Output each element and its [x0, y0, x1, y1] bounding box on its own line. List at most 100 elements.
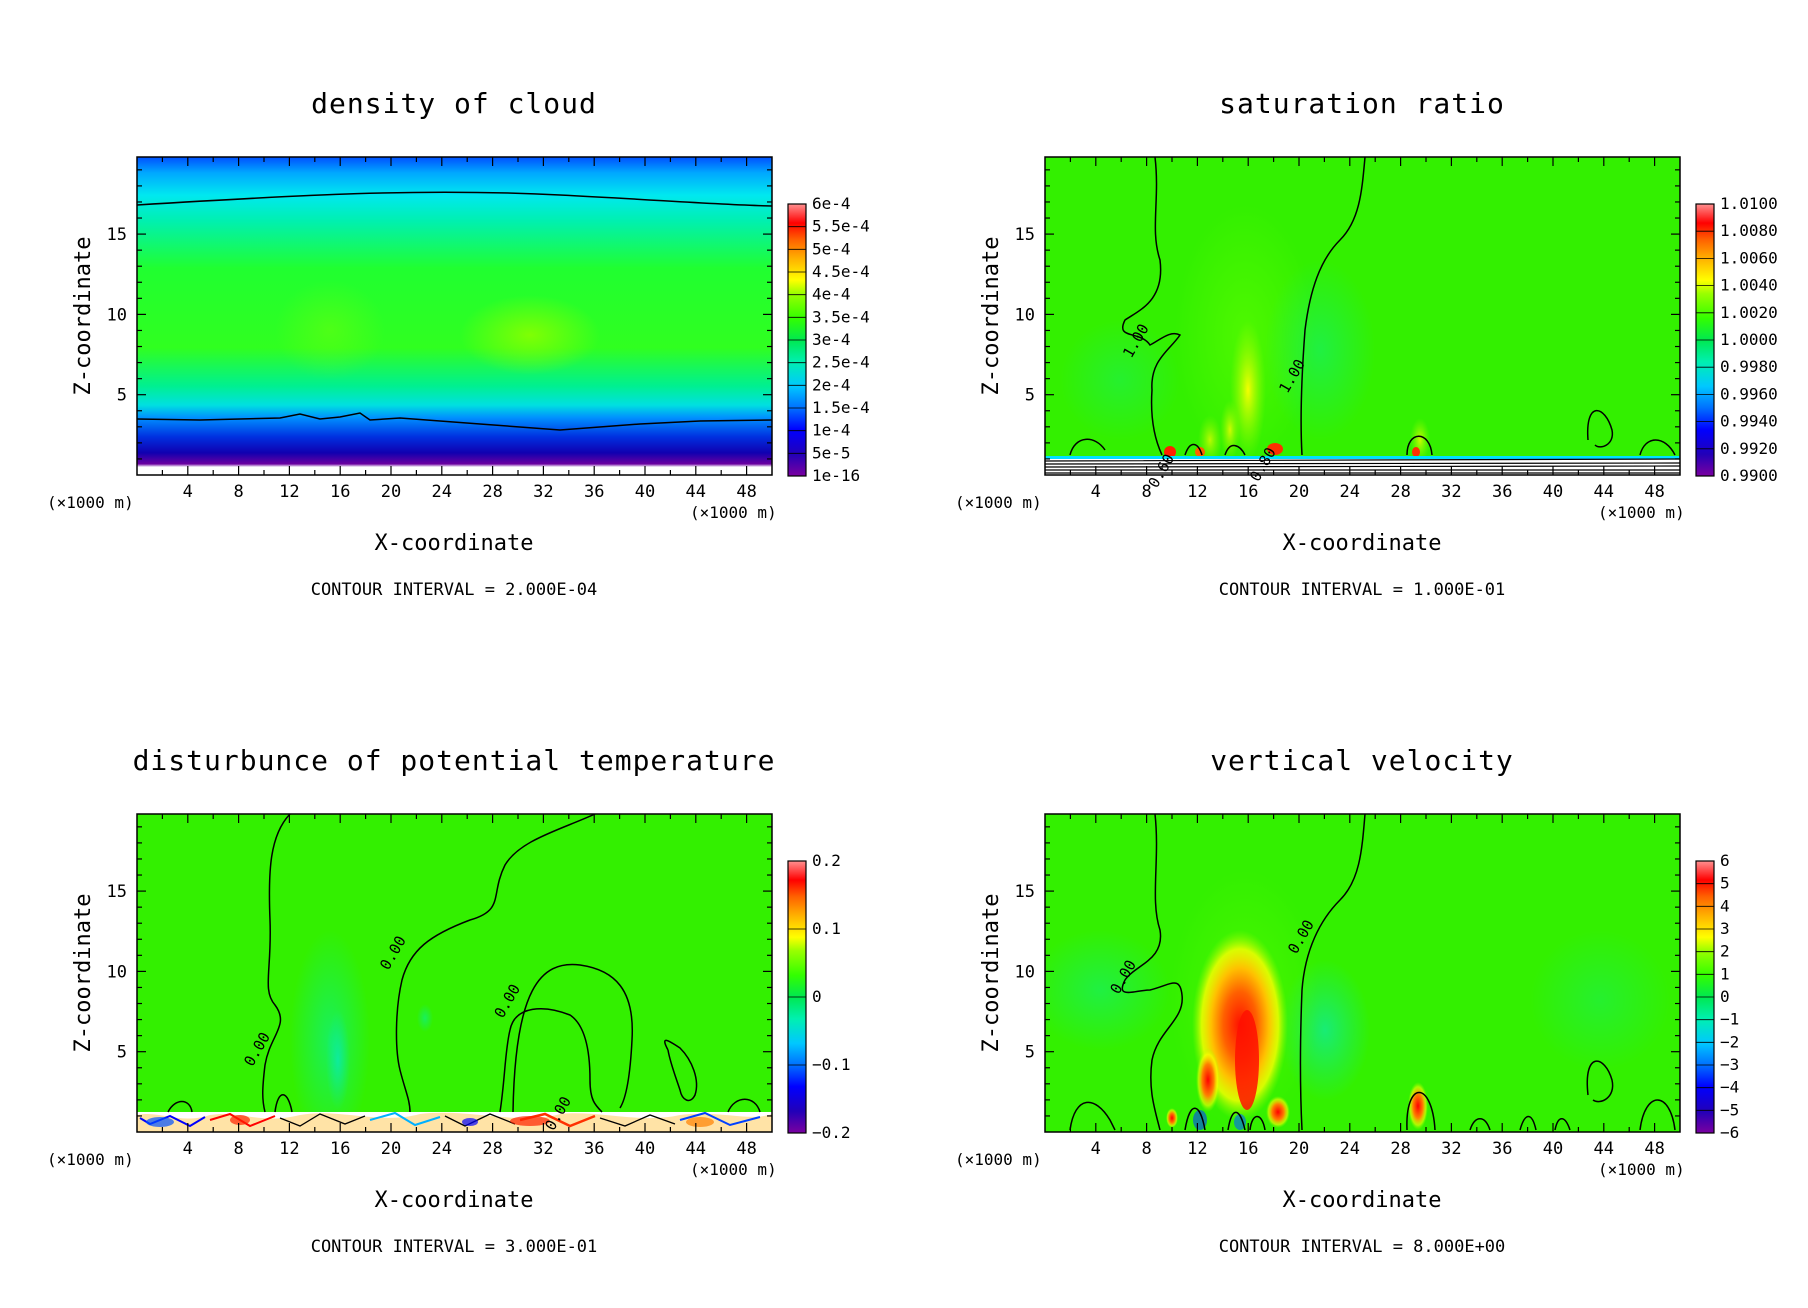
x-tick-label: 20	[381, 1139, 401, 1159]
x-unit-left: (×1000 m)	[47, 493, 134, 512]
colorbar: 0.2 0.1 0 −0.1 −0.2	[787, 851, 851, 1142]
contour-interval: CONTOUR INTERVAL = 3.000E-01	[311, 1237, 598, 1257]
colorbar-label: 5	[1720, 874, 1730, 893]
colorbar-label: 1.0060	[1720, 248, 1778, 267]
x-axis-label: X-coordinate	[375, 531, 534, 556]
colorbar-label: 1.0020	[1720, 303, 1778, 322]
x-tick-label: 48	[736, 1139, 756, 1159]
x-unit-right: (×1000 m)	[690, 503, 777, 522]
x-tick-label: 36	[584, 482, 604, 502]
x-tick-label: 4	[1091, 1139, 1101, 1159]
x-tick-label: 40	[635, 1139, 655, 1159]
plot-frame	[136, 156, 773, 476]
x-tick-label: 32	[1441, 1139, 1461, 1159]
x-tick-label: 24	[432, 482, 452, 502]
contour-field	[1045, 814, 1680, 1132]
colorbar-label: −0.2	[812, 1123, 851, 1142]
plot-frame	[1044, 813, 1681, 1133]
colorbar-label: 6	[1720, 851, 1730, 870]
panel-title: density of cloud	[311, 87, 597, 120]
x-tick-label: 16	[330, 482, 350, 502]
x-tick-label: 12	[1187, 1139, 1207, 1159]
x-tick-label: 8	[233, 1139, 243, 1159]
panel-title: saturation ratio	[1219, 87, 1505, 120]
x-axis-label: X-coordinate	[375, 1188, 534, 1213]
y-axis-label: Z-coordinate	[71, 237, 96, 396]
colorbar-label: 1.0080	[1720, 221, 1778, 240]
colorbar-label: 4.5e-4	[812, 262, 870, 281]
y-tick-label: 15	[1015, 882, 1035, 902]
colorbar: 1e-16 5e-5 1e-4 1.5e-4 2e-4 2.5e-4 3e-4 3.5e-4 4…	[787, 194, 870, 485]
x-tick-label: 16	[1238, 482, 1258, 502]
colorbar-label: 1.5e-4	[812, 398, 870, 417]
x-tick-label: 12	[1187, 482, 1207, 502]
x-tick-label: 20	[1289, 482, 1309, 502]
x-tick-label: 36	[1492, 1139, 1512, 1159]
surface-noise	[139, 1111, 761, 1128]
y-axis-label: Z-coordinate	[979, 237, 1004, 396]
colorbar-label: 3	[1720, 919, 1730, 938]
colorbar-label: −2	[1720, 1032, 1739, 1051]
x-tick-label: 12	[279, 1139, 299, 1159]
y-tick-label: 10	[1015, 305, 1035, 325]
x-tick-label: 44	[1594, 1139, 1614, 1159]
colorbar: 6 5 4 3 2 1 0 −1 −2 −3 −4 −5 −6	[1695, 851, 1739, 1142]
x-tick-label: 48	[1644, 482, 1664, 502]
x-tick-label: 4	[183, 482, 193, 502]
colorbar-label: 0.9900	[1720, 466, 1778, 485]
colorbar-label: −0.1	[812, 1055, 851, 1074]
x-tick-label: 28	[1390, 482, 1410, 502]
contour-interval: CONTOUR INTERVAL = 1.000E-01	[1219, 580, 1506, 600]
x-tick-label: 44	[686, 482, 706, 502]
colorbar-label: 3e-4	[812, 330, 851, 349]
colorbar-label: 6e-4	[812, 194, 851, 213]
y-tick-label: 15	[1015, 225, 1035, 245]
colorbar-label: −1	[1720, 1010, 1739, 1029]
x-axis-label: X-coordinate	[1283, 1188, 1442, 1213]
x-tick-label: 48	[1644, 1139, 1664, 1159]
colorbar-label: 0	[1720, 987, 1730, 1006]
x-tick-label: 48	[736, 482, 756, 502]
panel-density-of-cloud: density of cloud 4 8 12 16 20 24 28 32 36 40 44 485…	[47, 87, 870, 600]
panel-potential-temperature: disturbunce of potential temperature	[47, 744, 851, 1257]
x-tick-label: 20	[1289, 1139, 1309, 1159]
plot-frame	[1044, 156, 1681, 476]
x-tick-label: 36	[584, 1139, 604, 1159]
y-tick-label: 15	[107, 225, 127, 245]
x-tick-label: 32	[533, 1139, 553, 1159]
colorbar-label: 1.0040	[1720, 276, 1778, 295]
x-tick-label: 16	[1238, 1139, 1258, 1159]
x-tick-label: 8	[1141, 482, 1151, 502]
colorbar-label: 2.5e-4	[812, 353, 870, 372]
colorbar-label: 0.2	[812, 851, 841, 870]
colorbar-label: 2	[1720, 942, 1730, 961]
y-tick-label: 5	[117, 1043, 127, 1063]
colorbar-label: 1e-16	[812, 466, 860, 485]
contour-interval: CONTOUR INTERVAL = 2.000E-04	[311, 580, 598, 600]
colorbar-label: 1.0000	[1720, 330, 1778, 349]
panel-vertical-velocity: vertical velocity 4 8 12 16 20 24 28 32 36 40 44 48…	[955, 744, 1739, 1257]
x-tick-label: 4	[1091, 482, 1101, 502]
y-tick-label: 5	[1025, 1043, 1035, 1063]
x-tick-label: 32	[533, 482, 553, 502]
colorbar: 0.9900 0.9920 0.9940 0.9960 0.9980 1.0000 1.00…	[1695, 194, 1778, 485]
x-tick-label: 24	[1340, 482, 1360, 502]
contour-field	[1045, 157, 1680, 475]
x-axis-label: X-coordinate	[1283, 531, 1442, 556]
plot-frame	[136, 813, 773, 1133]
colorbar-label: 5.5e-4	[812, 217, 870, 236]
colorbar-label: 1.0100	[1720, 194, 1778, 213]
x-tick-label: 16	[330, 1139, 350, 1159]
x-tick-label: 32	[1441, 482, 1461, 502]
colorbar-label: −4	[1720, 1078, 1739, 1097]
x-tick-label: 12	[279, 482, 299, 502]
x-tick-label: 40	[1543, 482, 1563, 502]
colorbar-label: −6	[1720, 1123, 1739, 1142]
x-unit-left: (×1000 m)	[955, 493, 1042, 512]
x-tick-label: 8	[233, 482, 243, 502]
x-tick-label: 8	[1141, 1139, 1151, 1159]
